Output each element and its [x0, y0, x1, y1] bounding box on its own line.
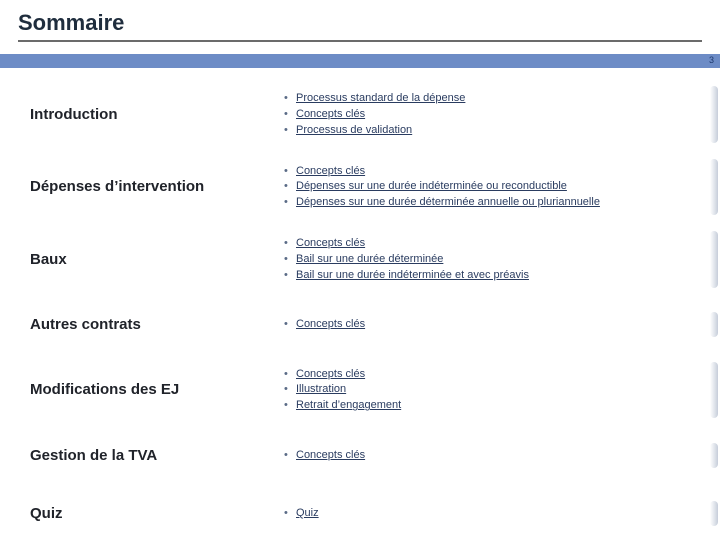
toc-link[interactable]: Concepts clés [296, 165, 365, 177]
toc-section-items: Concepts clés Dépenses sur une durée ind… [270, 157, 720, 218]
title-region: Sommaire [0, 0, 720, 50]
toc-row: Gestion de la TVA Concepts clés [0, 426, 720, 484]
toc-link-item: Processus standard de la dépense [284, 91, 692, 106]
page-number: 3 [709, 55, 714, 65]
toc-link-item: Bail sur une durée indéterminée et avec … [284, 268, 692, 283]
toc-link[interactable]: Quiz [296, 507, 319, 519]
toc-section-label: Gestion de la TVA [0, 447, 270, 464]
toc-row: Baux Concepts clés Bail sur une durée dé… [0, 223, 720, 296]
toc-row: Autres contrats Concepts clés [0, 296, 720, 354]
page-title: Sommaire [18, 10, 702, 36]
toc-section-items: Concepts clés [270, 441, 720, 470]
toc-row: Introduction Processus standard de la dé… [0, 78, 720, 151]
toc-row: Quiz Quiz [0, 484, 720, 540]
toc-link[interactable]: Processus standard de la dépense [296, 92, 465, 104]
toc-link[interactable]: Concepts clés [296, 108, 365, 120]
title-underline [18, 40, 702, 42]
toc-link[interactable]: Concepts clés [296, 449, 365, 461]
toc-link-item: Dépenses sur une durée déterminée annuel… [284, 195, 692, 210]
toc-row: Modifications des EJ Concepts clés Illus… [0, 354, 720, 427]
toc-link[interactable]: Concepts clés [296, 318, 365, 330]
toc-section-label: Introduction [0, 106, 270, 123]
toc-link-item: Illustration [284, 382, 692, 397]
toc-link-item: Concepts clés [284, 164, 692, 179]
toc-link[interactable]: Concepts clés [296, 368, 365, 380]
toc-link[interactable]: Dépenses sur une durée déterminée annuel… [296, 196, 600, 208]
toc-link-item: Concepts clés [284, 448, 692, 463]
toc-link-item: Concepts clés [284, 367, 692, 382]
toc-link-item: Concepts clés [284, 317, 692, 332]
toc-link[interactable]: Dépenses sur une durée indéterminée ou r… [296, 180, 567, 192]
toc-link-item: Concepts clés [284, 107, 692, 122]
toc-link-item: Quiz [284, 506, 692, 521]
toc-section-items: Concepts clés [270, 310, 720, 339]
toc-link[interactable]: Processus de validation [296, 124, 412, 136]
header-bar: 3 [0, 54, 720, 68]
toc-section-label: Autres contrats [0, 316, 270, 333]
toc-link-item: Bail sur une durée déterminée [284, 252, 692, 267]
toc-row: Dépenses d’intervention Concepts clés Dé… [0, 151, 720, 224]
toc-link-item: Concepts clés [284, 236, 692, 251]
toc-section-items: Concepts clés Bail sur une durée détermi… [270, 229, 720, 290]
toc-link[interactable]: Bail sur une durée déterminée [296, 253, 443, 265]
toc-section-items: Processus standard de la dépense Concept… [270, 84, 720, 145]
toc-section-label: Dépenses d’intervention [0, 178, 270, 195]
toc-rows: Introduction Processus standard de la dé… [0, 78, 720, 540]
toc-section-label: Modifications des EJ [0, 381, 270, 398]
toc-section-label: Quiz [0, 505, 270, 522]
toc-section-label: Baux [0, 251, 270, 268]
toc-link[interactable]: Retrait d’engagement [296, 399, 401, 411]
toc-section-items: Concepts clés Illustration Retrait d’eng… [270, 360, 720, 421]
toc-link-item: Retrait d’engagement [284, 398, 692, 413]
toc-link[interactable]: Concepts clés [296, 237, 365, 249]
toc-link-item: Dépenses sur une durée indéterminée ou r… [284, 179, 692, 194]
toc-link-item: Processus de validation [284, 123, 692, 138]
toc-section-items: Quiz [270, 499, 720, 528]
toc-link[interactable]: Bail sur une durée indéterminée et avec … [296, 269, 529, 281]
slide: Sommaire 3 Introduction Processus standa… [0, 0, 720, 540]
toc-link[interactable]: Illustration [296, 383, 346, 395]
